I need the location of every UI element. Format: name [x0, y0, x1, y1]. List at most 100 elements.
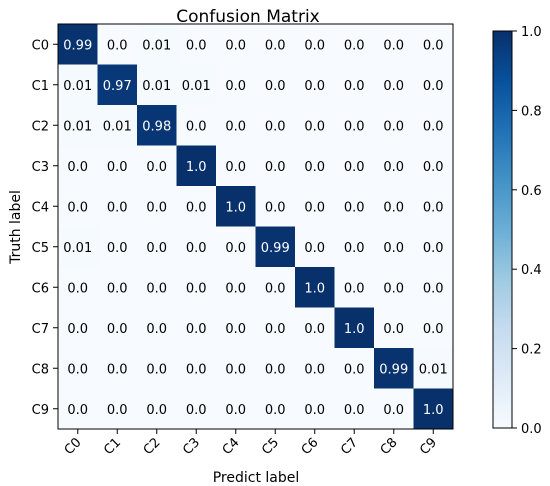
heatmap-cell: [216, 105, 256, 146]
cell-value-label: 0.0: [304, 79, 325, 94]
x-tick-label: C9: [417, 435, 440, 458]
heatmap-cell: [97, 388, 138, 430]
heatmap-cell: [255, 307, 296, 349]
x-tick-label: C0: [62, 435, 85, 458]
cell-value-label: 0.0: [344, 38, 365, 53]
plot-frame: [57, 23, 454, 430]
x-axis-label: Predict label: [213, 470, 300, 486]
cell-value-label: 0.0: [383, 403, 404, 418]
cell-value-label: 0.0: [186, 38, 207, 53]
cell-value-label: 0.0: [146, 362, 167, 377]
cell-value-label: 0.0: [304, 119, 325, 134]
heatmap-cell: [137, 388, 177, 430]
heatmap-cell: [374, 64, 414, 106]
heatmap-cell: [97, 64, 138, 106]
heatmap-cell: [295, 267, 335, 308]
cell-value-label: 0.0: [107, 322, 128, 337]
heatmap-cell: [295, 145, 335, 187]
heatmap-cell: [176, 226, 217, 268]
cell-value-label: 0.01: [142, 38, 171, 53]
cell-value-label: 0.01: [142, 79, 171, 94]
cell-value-label: 0.0: [107, 281, 128, 296]
heatmap-cell: [413, 24, 454, 65]
cell-value-label: 0.0: [67, 200, 88, 215]
cell-value-label: 0.0: [344, 281, 365, 296]
heatmap-cell: [176, 267, 217, 308]
x-tick-label: C4: [220, 435, 243, 458]
heatmap-cell: [413, 226, 454, 268]
colorbar-tick-label: 0.6: [521, 184, 542, 199]
cell-value-label: 0.0: [383, 322, 404, 337]
heatmap-cell: [97, 24, 138, 65]
heatmap-cell: [334, 24, 375, 65]
heatmap-cell: [137, 267, 177, 308]
y-tick-label: C1: [32, 79, 49, 94]
x-tick-label: C8: [378, 435, 401, 458]
y-tick-label: C3: [32, 160, 49, 175]
cell-value-label: 0.99: [261, 241, 290, 256]
heatmap-cell: [97, 186, 138, 227]
cell-value-label: 0.0: [265, 362, 286, 377]
cell-value-label: 0.0: [146, 241, 167, 256]
cell-value-label: 0.0: [67, 362, 88, 377]
heatmap-cell: [176, 307, 217, 349]
colorbar-tick-label: 0.2: [521, 343, 542, 358]
heatmap-cell: [334, 64, 375, 106]
y-tick-label: C6: [32, 281, 49, 296]
heatmap-cell: [255, 388, 296, 430]
cell-value-label: 0.01: [182, 79, 211, 94]
heatmap-cell: [58, 64, 98, 106]
heatmap-cell: [413, 105, 454, 146]
cell-value-label: 0.0: [265, 403, 286, 418]
cell-value-label: 0.0: [423, 322, 444, 337]
y-tick-label: C5: [32, 241, 49, 256]
cell-value-label: 0.98: [142, 119, 171, 134]
cell-value-label: 0.0: [67, 322, 88, 337]
heatmap-cell: [295, 64, 335, 106]
cell-value-label: 1.0: [304, 281, 325, 296]
cell-value-label: 0.0: [383, 241, 404, 256]
heatmap-cell: [216, 388, 256, 430]
y-tick-label: C9: [32, 403, 49, 418]
heatmap-cell: [216, 267, 256, 308]
heatmap-cell: [334, 186, 375, 227]
heatmap-cell: [137, 24, 177, 65]
heatmap-cell: [176, 186, 217, 227]
heatmap-cell: [374, 24, 414, 65]
cell-value-label: 1.0: [423, 403, 444, 418]
heatmap-cell: [176, 145, 217, 187]
cell-value-label: 0.0: [186, 200, 207, 215]
cell-value-label: 0.0: [225, 38, 246, 53]
cell-value-label: 0.0: [344, 119, 365, 134]
cell-value-label: 0.0: [225, 241, 246, 256]
heatmap-cell: [413, 64, 454, 106]
y-tick-label: C8: [32, 362, 49, 377]
cell-value-label: 0.0: [344, 362, 365, 377]
heatmap-cell: [334, 307, 375, 349]
cell-value-label: 0.0: [344, 79, 365, 94]
colorbar-tick-label: 0.4: [521, 263, 542, 278]
heatmap-cell: [97, 105, 138, 146]
cell-value-label: 0.0: [265, 119, 286, 134]
chart-title: Confusion Matrix: [176, 7, 320, 27]
y-tick-label: C4: [32, 200, 49, 215]
cell-value-label: 0.0: [383, 281, 404, 296]
heatmap-cell: [176, 388, 217, 430]
cell-value-label: 0.0: [186, 241, 207, 256]
heatmap-cells: 0.99 0.0 0.01 0.0 0.0 0.0 0.0 0.0 0.0 0.0 0.01 0.97…: [58, 24, 454, 430]
heatmap-cell: [176, 24, 217, 65]
heatmap-cell: [255, 186, 296, 227]
heatmap-cell: [334, 226, 375, 268]
cell-value-label: 0.0: [304, 160, 325, 175]
heatmap-cell: [58, 186, 98, 227]
heatmap-cell: [334, 145, 375, 187]
heatmap-cell: [137, 145, 177, 187]
y-tick-label: C7: [32, 322, 49, 337]
cell-value-label: 0.0: [344, 200, 365, 215]
cell-value-label: 0.99: [63, 38, 92, 53]
cell-value-label: 0.0: [383, 38, 404, 53]
cell-value-label: 0.0: [383, 160, 404, 175]
cell-value-label: 0.0: [304, 322, 325, 337]
heatmap-cell: [413, 145, 454, 187]
heatmap-cell: [374, 226, 414, 268]
